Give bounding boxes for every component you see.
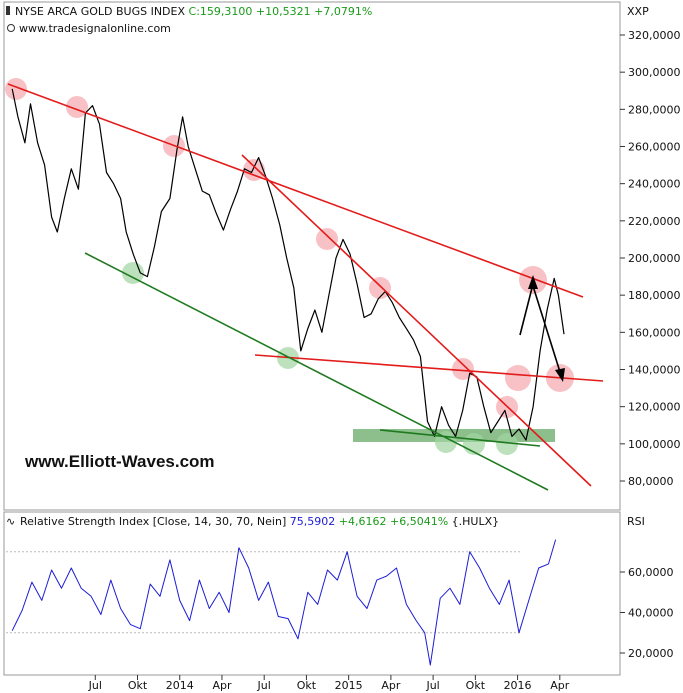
arrow-down-head — [555, 368, 565, 382]
info-icon — [7, 24, 15, 32]
rsi-y-tick-label: 60,0000 — [628, 566, 674, 579]
svg-text:Relative Strength Index [Close: Relative Strength Index [Close, 14, 30, … — [20, 515, 499, 528]
price-y-tick-label: 280,0000 — [628, 103, 681, 116]
x-tick-label: Okt — [297, 679, 317, 692]
high-marker — [369, 277, 391, 299]
rsi-ref: {.HULX} — [452, 515, 499, 528]
rsi-title: Relative Strength Index [Close, 14, 30, … — [20, 515, 286, 528]
price-y-tick-label: 300,0000 — [628, 66, 681, 79]
x-tick-label: 2014 — [166, 679, 194, 692]
arrow-down-line — [532, 285, 561, 373]
x-tick-label: Jul — [88, 679, 102, 692]
price-y-tick-label: 220,0000 — [628, 215, 681, 228]
steep-resistance-trendline — [241, 154, 592, 487]
x-tick-label: Apr — [381, 679, 401, 692]
rsi-series-line — [11, 539, 557, 666]
horizontal-resistance-line — [254, 354, 604, 382]
svg-text:NYSE ARCA GOLD BUGS INDEX C:15: NYSE ARCA GOLD BUGS INDEX C:159,3100 +10… — [15, 5, 372, 18]
arrow-up-line — [519, 283, 534, 336]
change-value: +10,5321 — [256, 5, 311, 18]
arrow-up-head — [528, 275, 538, 289]
price-y-axis: 80,0000 100,0000 120,0000 140,0000 160,0000 1… — [620, 29, 681, 488]
price-y-tick-label: 240,0000 — [628, 178, 681, 191]
price-panel-frame — [3, 1, 621, 511]
rsi-change-percent: +6,5041% — [390, 515, 448, 528]
rsi-y-tick-label: 20,0000 — [628, 647, 674, 660]
currency-label: XXP — [627, 5, 649, 18]
chart-icon — [6, 6, 10, 15]
x-tick-label: Okt — [128, 679, 148, 692]
rsi-y-axis: 20,0000 40,0000 60,0000 — [6, 551, 674, 660]
low-marker — [496, 433, 518, 455]
rsi-y-tick-label: 40,0000 — [628, 607, 674, 620]
price-y-tick-label: 140,0000 — [628, 364, 681, 377]
high-marker — [5, 78, 27, 100]
price-y-tick-label: 180,0000 — [628, 289, 681, 302]
last-close: C:159,3100 — [189, 5, 253, 18]
price-y-tick-label: 100,0000 — [628, 438, 681, 451]
price-y-tick-label: 320,0000 — [628, 29, 681, 42]
rsi-icon: ∿ — [6, 515, 15, 528]
rsi-axis-label: RSI — [627, 515, 645, 528]
x-tick-label: 2016 — [504, 679, 532, 692]
high-marker — [316, 228, 338, 250]
price-y-tick-label: 200,0000 — [628, 252, 681, 265]
index-title: NYSE ARCA GOLD BUGS INDEX — [15, 5, 185, 18]
x-tick-label: Apr — [212, 679, 232, 692]
rsi-value: 75,5902 — [290, 515, 336, 528]
upper-resistance-trendline — [7, 83, 584, 298]
rsi-change: +4,6162 — [339, 515, 387, 528]
x-axis: Jul Okt 2014 Apr Jul Okt 2015 Apr Jul Okt 2016 Apr — [88, 675, 570, 692]
source-url: www.tradesignalonline.com — [19, 22, 171, 35]
lower-support-trendline — [84, 252, 549, 491]
x-tick-label: Jul — [257, 679, 271, 692]
price-y-tick-label: 120,0000 — [628, 401, 681, 414]
horizontal-support-line — [379, 429, 541, 447]
change-percent: +7,0791% — [314, 5, 372, 18]
x-tick-label: Jul — [425, 679, 439, 692]
rsi-panel-frame — [3, 511, 621, 676]
high-marker — [452, 358, 474, 380]
high-marker — [505, 365, 531, 391]
trendlines — [7, 83, 604, 491]
watermark: www.Elliott-Waves.com — [24, 452, 215, 471]
rsi-header: ∿ Relative Strength Index [Close, 14, 30… — [6, 515, 645, 528]
high-marker — [66, 96, 88, 118]
projection-arrows — [519, 275, 565, 382]
high-marker — [243, 159, 265, 181]
price-series-line — [11, 88, 565, 441]
x-tick-label: Apr — [550, 679, 570, 692]
price-y-tick-label: 160,0000 — [628, 326, 681, 339]
price-y-tick-label: 260,0000 — [628, 141, 681, 154]
price-y-tick-label: 80,0000 — [628, 475, 674, 488]
x-tick-label: 2015 — [335, 679, 363, 692]
x-tick-label: Okt — [466, 679, 486, 692]
annotation-circles — [5, 78, 574, 455]
price-header: NYSE ARCA GOLD BUGS INDEX C:159,3100 +10… — [6, 5, 649, 35]
